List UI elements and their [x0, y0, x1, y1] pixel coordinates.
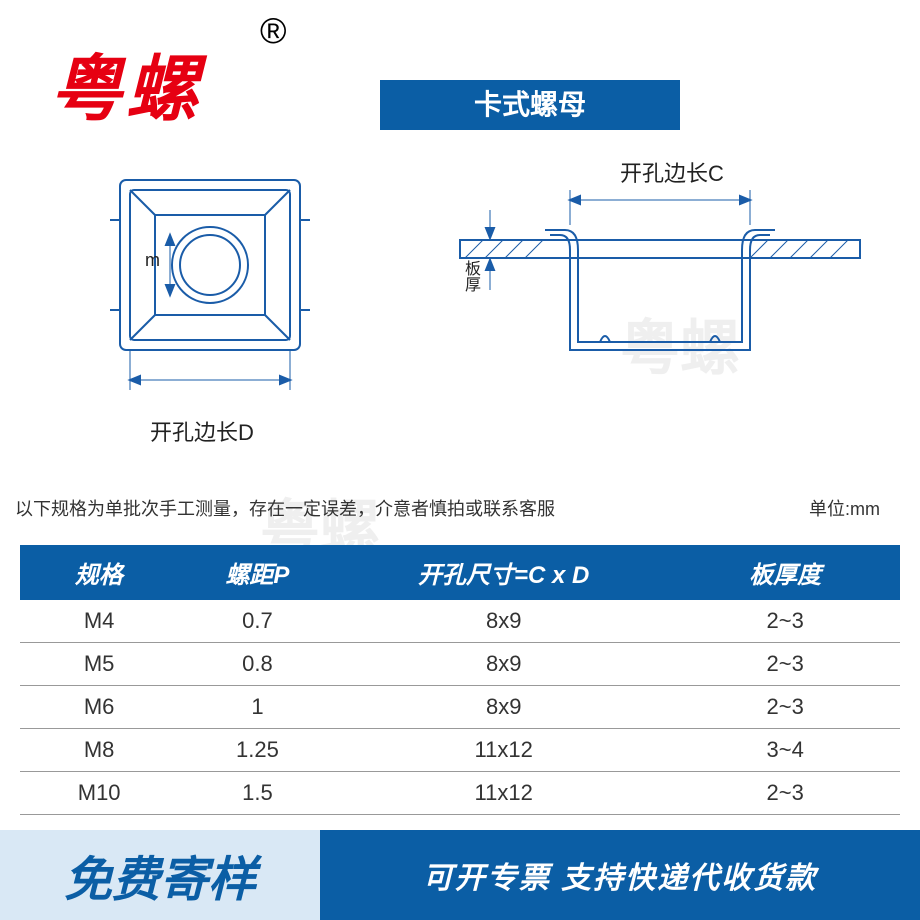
label-d: 开孔边长D	[150, 415, 254, 447]
label-m: m	[145, 250, 160, 271]
col-pitch: 螺距P	[178, 545, 336, 600]
footer: 免费寄样 可开专票 支持快递代收货款	[0, 830, 920, 920]
label-thickness: 板厚	[458, 260, 482, 292]
title-bar: 卡式螺母	[380, 80, 680, 130]
diagram-top-view	[80, 160, 380, 440]
table-row: M10 1.5 11x12 2~3	[20, 772, 900, 815]
registered-mark: ®	[260, 10, 287, 52]
table-body: M4 0.7 8x9 2~3 M5 0.8 8x9 2~3 M6 1 8x9 2…	[20, 600, 900, 815]
spec-table: 规格 螺距P 开孔尺寸=C x D 板厚度 M4 0.7 8x9 2~3 M5 …	[20, 545, 900, 815]
footer-right-text: 可开专票 支持快递代收货款	[423, 853, 817, 897]
footer-right: 可开专票 支持快递代收货款	[320, 830, 920, 920]
footer-left: 免费寄样	[0, 830, 320, 920]
col-hole: 开孔尺寸=C x D	[337, 545, 671, 600]
table-row: M5 0.8 8x9 2~3	[20, 643, 900, 686]
col-spec: 规格	[20, 545, 178, 600]
free-sample-text: 免费寄样	[64, 840, 256, 910]
table-row: M4 0.7 8x9 2~3	[20, 600, 900, 643]
technical-diagram: 开孔边长D m	[0, 160, 920, 460]
measurement-note: 以下规格为单批次手工测量，存在一定误差，介意者慎拍或联系客服	[15, 495, 890, 521]
col-thickness: 板厚度	[671, 545, 900, 600]
label-c: 开孔边长C	[620, 156, 724, 188]
brand-logo: 粤螺	[50, 30, 202, 135]
table-row: M6 1 8x9 2~3	[20, 686, 900, 729]
unit-label: 单位:mm	[809, 495, 880, 521]
diagram-side-view	[430, 180, 890, 420]
table-row: M8 1.25 11x12 3~4	[20, 729, 900, 772]
table-header-row: 规格 螺距P 开孔尺寸=C x D 板厚度	[20, 545, 900, 600]
